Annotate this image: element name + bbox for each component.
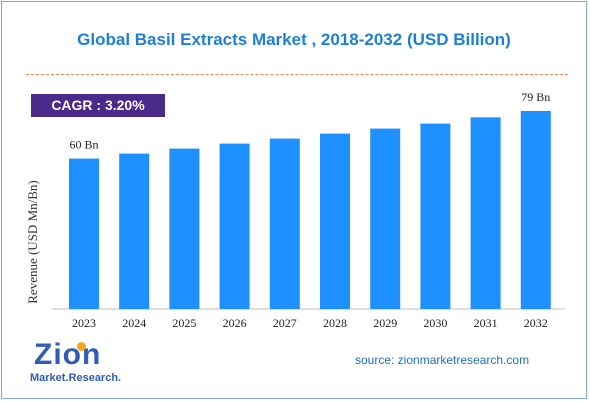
y-axis-label: Revenue (USD Mn/Bn) (25, 180, 40, 304)
bar-2024 (119, 153, 150, 309)
bar-2032 (520, 111, 551, 309)
bar-2025 (169, 148, 200, 309)
cagr-badge: CAGR : 3.20% (31, 94, 165, 117)
logo-subtitle: Market.Research. (30, 372, 122, 384)
x-tick-label: 2025 (172, 316, 196, 330)
bar-2026 (219, 143, 250, 309)
data-label: 60 Bn (69, 138, 98, 152)
source-note: source: zionmarketresearch.com (355, 353, 530, 367)
zion-logo: Zion Market.Research. (28, 338, 138, 395)
x-tick-label: 2026 (223, 316, 247, 330)
logo-dot-icon (77, 342, 86, 351)
x-tick-label: 2029 (373, 316, 397, 330)
title-divider (26, 74, 568, 75)
bar-2028 (320, 133, 350, 309)
bar-2031 (470, 117, 501, 309)
data-label: 79 Bn (521, 90, 550, 104)
x-tick-label: 2032 (524, 316, 548, 330)
bar-2023 (69, 158, 99, 309)
x-tick-label: 2030 (423, 316, 447, 330)
bar-2029 (370, 128, 401, 309)
logo-wordmark: Zion (34, 338, 102, 371)
x-tick-label: 2028 (323, 316, 347, 330)
x-tick-label: 2023 (72, 316, 96, 330)
x-tick-label: 2027 (273, 316, 297, 330)
bar-2027 (269, 138, 300, 309)
x-tick-label: 2031 (474, 316, 498, 330)
x-tick-label: 2024 (122, 316, 146, 330)
chart-title: Global Basil Extracts Market , 2018-2032… (77, 30, 511, 49)
bar-2030 (420, 123, 451, 309)
